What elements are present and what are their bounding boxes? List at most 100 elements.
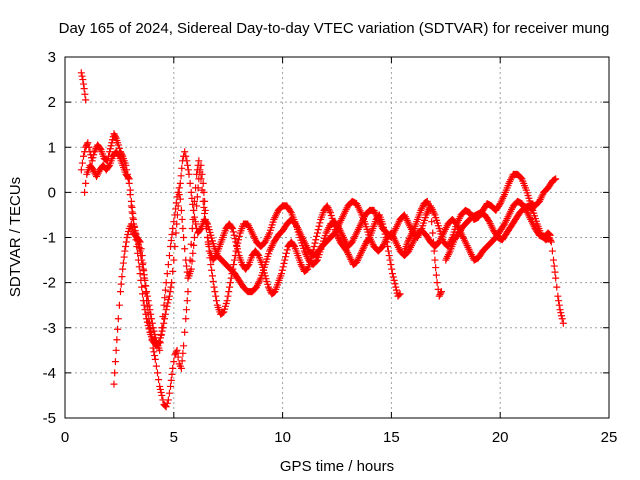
- data-point: [79, 152, 87, 160]
- data-point: [311, 239, 319, 247]
- data-point: [81, 188, 89, 196]
- data-point: [384, 243, 392, 251]
- data-point: [265, 285, 273, 293]
- data-point: [557, 312, 565, 320]
- data-point: [547, 238, 555, 246]
- data-point: [183, 297, 191, 305]
- data-point: [94, 169, 102, 177]
- data-point: [281, 256, 289, 264]
- data-point: [137, 245, 145, 253]
- data-point: [125, 175, 133, 183]
- data-point: [230, 261, 238, 269]
- data-point: [113, 336, 121, 344]
- data-point: [129, 209, 137, 217]
- data-point: [189, 215, 197, 223]
- data-point: [223, 297, 231, 305]
- data-point: [385, 252, 393, 260]
- data-point: [124, 230, 132, 238]
- data-point: [186, 179, 194, 187]
- data-point: [184, 288, 192, 296]
- data-point: [176, 195, 184, 203]
- data-point: [278, 266, 286, 274]
- data-point: [116, 288, 124, 296]
- data-point: [143, 288, 151, 296]
- data-point: [93, 171, 101, 179]
- data-point: [548, 247, 556, 255]
- data-point: [174, 202, 182, 210]
- data-point: [429, 229, 437, 237]
- data-point: [428, 218, 436, 226]
- data-point: [226, 279, 234, 287]
- data-point: [200, 203, 208, 211]
- data-point: [196, 166, 204, 174]
- data-point: [93, 173, 101, 181]
- data-point: [96, 144, 104, 152]
- data-point: [309, 249, 317, 257]
- data-point: [180, 234, 188, 241]
- data-point: [418, 205, 426, 213]
- data-point: [404, 238, 412, 246]
- data-point: [147, 328, 155, 336]
- data-point: [77, 69, 85, 77]
- data-point: [383, 238, 391, 246]
- data-point: [90, 148, 98, 156]
- data-point: [175, 184, 183, 192]
- data-point: [230, 231, 238, 239]
- data-point: [407, 231, 415, 239]
- data-point: [128, 203, 136, 211]
- data-point: [395, 291, 403, 299]
- data-point: [89, 166, 97, 174]
- data-point: [202, 224, 210, 232]
- data-point: [162, 306, 170, 314]
- data-point: [396, 290, 404, 298]
- data-point: [408, 230, 416, 238]
- data-point: [210, 283, 218, 291]
- data-point: [172, 229, 180, 237]
- data-point: [146, 319, 154, 327]
- data-point: [427, 206, 435, 214]
- data-point: [170, 256, 178, 264]
- data-point: [184, 166, 192, 174]
- data-point: [432, 271, 440, 279]
- data-point: [323, 202, 331, 210]
- x-tick-label: 5: [170, 429, 178, 446]
- data-point: [106, 145, 114, 153]
- x-axis-label: GPS time / hours: [280, 458, 394, 475]
- data-point: [145, 315, 153, 323]
- data-point: [204, 234, 212, 241]
- data-point: [297, 261, 305, 269]
- data-point: [313, 229, 321, 237]
- data-point: [183, 157, 191, 165]
- data-point: [310, 243, 318, 251]
- data-point: [190, 206, 198, 214]
- data-point: [283, 246, 291, 254]
- data-point: [361, 241, 369, 249]
- data-point: [179, 224, 187, 232]
- data-point: [79, 76, 87, 84]
- data-point: [313, 257, 321, 265]
- data-point: [279, 263, 287, 271]
- data-point: [196, 226, 204, 234]
- data-point: [405, 235, 413, 243]
- data-point: [138, 283, 146, 291]
- data-point: [133, 243, 141, 251]
- data-point: [346, 254, 354, 262]
- data-point: [181, 245, 189, 253]
- data-point: [345, 252, 353, 260]
- data-point: [174, 353, 182, 361]
- data-point: [111, 133, 119, 141]
- data-point: [151, 352, 159, 360]
- data-point: [163, 270, 171, 278]
- data-point: [184, 161, 192, 169]
- data-point: [437, 289, 445, 297]
- data-point: [558, 315, 566, 323]
- y-tick-label: -3: [43, 320, 56, 337]
- data-point: [555, 301, 563, 309]
- data-point: [187, 188, 195, 196]
- data-point: [213, 297, 221, 305]
- data-point: [148, 336, 156, 344]
- data-point: [176, 179, 184, 187]
- data-point: [142, 289, 150, 297]
- data-point: [162, 403, 170, 411]
- data-point: [228, 223, 236, 231]
